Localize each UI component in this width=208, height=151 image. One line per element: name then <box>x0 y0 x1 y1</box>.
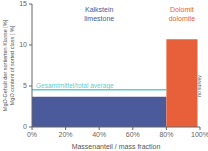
svg-text:20%: 20% <box>59 131 73 138</box>
svg-text:Massenanteil / mass fraction: Massenanteil / mass fraction <box>72 143 161 150</box>
svg-text:Dolomitdolomite: Dolomitdolomite <box>169 6 196 21</box>
svg-text:10: 10 <box>19 41 27 48</box>
svg-text:Gesamtmittel/total average: Gesamtmittel/total average <box>36 82 114 90</box>
svg-text:60%: 60% <box>126 131 140 138</box>
svg-text:40%: 40% <box>92 131 106 138</box>
svg-text:no survey: no survey <box>196 75 200 97</box>
svg-text:0: 0 <box>23 123 27 130</box>
svg-text:5: 5 <box>23 82 27 89</box>
svg-text:80%: 80% <box>159 131 173 138</box>
svg-text:100%: 100% <box>191 131 200 138</box>
svg-text:Kalksteinlimestone: Kalksteinlimestone <box>84 6 114 21</box>
svg-text:15: 15 <box>19 0 27 7</box>
svg-text:0%: 0% <box>27 131 37 138</box>
svg-text:MgO-Gehalt der sortierten Klas: MgO-Gehalt der sortierten Klasse [%]MgO … <box>8 19 15 111</box>
